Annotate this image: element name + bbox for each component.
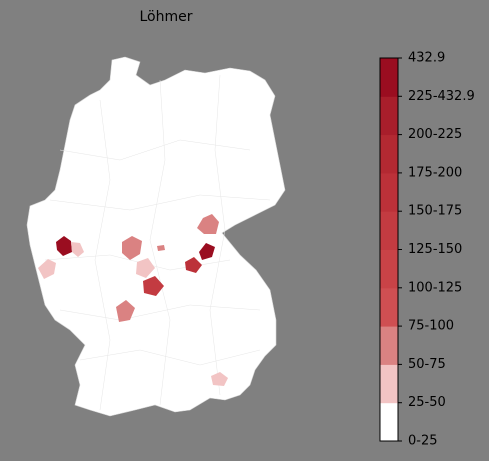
colorbar-label: 0-25 (408, 434, 438, 449)
germany-outline (26, 56, 286, 417)
district (38, 259, 56, 279)
colorbar-label: 75-100 (408, 319, 454, 334)
colorbar-label: 150-175 (408, 204, 462, 219)
district (56, 236, 72, 256)
colorbar-segment (380, 96, 398, 136)
map-title: Löhmer (140, 9, 193, 25)
colorbar-segment (380, 211, 398, 250)
district (71, 242, 84, 257)
colorbar-segment (380, 364, 398, 404)
district (199, 243, 215, 260)
district (211, 372, 228, 386)
colorbar-segment (380, 58, 398, 97)
colorbar-segment (380, 134, 398, 174)
colorbar-segment (380, 326, 398, 365)
colorbar-label: 100-125 (408, 280, 462, 295)
district (197, 214, 219, 234)
district (116, 300, 135, 322)
colorbar-segment (380, 402, 398, 442)
colorbar-label: 125-150 (408, 242, 462, 257)
colorbar: 0-25 25-50 50-75 75-100 100-125 125-150 150-17… (379, 51, 475, 449)
district (136, 258, 155, 278)
colorbar-label: 50-75 (408, 357, 446, 372)
colorbar-label: 225-432.9 (408, 89, 475, 104)
colorbar-label: 200-225 (408, 127, 462, 142)
district (143, 276, 164, 296)
colorbar-label: 175-200 (408, 165, 462, 180)
highlighted-districts (38, 214, 228, 386)
colorbar-label: 25-50 (408, 395, 446, 410)
district (122, 236, 142, 260)
district (185, 257, 202, 273)
colorbar-segment (380, 249, 398, 289)
colorbar-segment (380, 172, 398, 212)
colorbar-label: 432.9 (408, 51, 445, 66)
district (157, 245, 165, 251)
colorbar-segment (380, 287, 398, 327)
